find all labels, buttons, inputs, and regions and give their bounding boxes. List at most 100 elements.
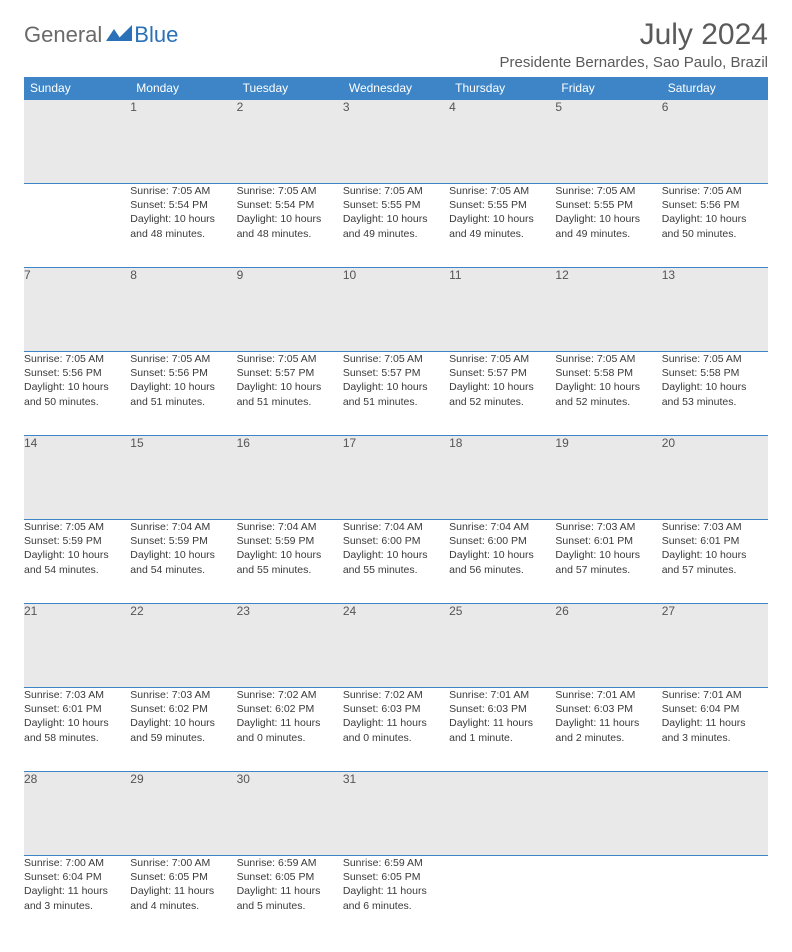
sunset-text: Sunset: 6:02 PM <box>130 702 236 716</box>
daylight1-text: Daylight: 11 hours <box>343 716 449 730</box>
day-number: 10 <box>343 268 449 352</box>
day-number: 25 <box>449 604 555 688</box>
day-number: 4 <box>449 100 555 184</box>
day-number <box>24 100 130 184</box>
logo-mark-icon <box>106 23 132 48</box>
day-cell: Sunrise: 7:05 AMSunset: 5:56 PMDaylight:… <box>130 352 236 436</box>
daylight1-text: Daylight: 11 hours <box>130 884 236 898</box>
day-number: 9 <box>237 268 343 352</box>
daylight2-text: and 1 minute. <box>449 731 555 745</box>
sunrise-text: Sunrise: 7:01 AM <box>662 688 768 702</box>
sunset-text: Sunset: 5:57 PM <box>237 366 343 380</box>
daylight2-text: and 52 minutes. <box>555 395 661 409</box>
daylight2-text: and 54 minutes. <box>24 563 130 577</box>
sunrise-text: Sunrise: 7:05 AM <box>130 184 236 198</box>
sunset-text: Sunset: 6:04 PM <box>24 870 130 884</box>
sunrise-text: Sunrise: 6:59 AM <box>237 856 343 870</box>
day-cell: Sunrise: 7:00 AMSunset: 6:05 PMDaylight:… <box>130 856 236 940</box>
daylight2-text: and 49 minutes. <box>343 227 449 241</box>
day-number <box>662 772 768 856</box>
day-cell: Sunrise: 7:05 AMSunset: 5:59 PMDaylight:… <box>24 520 130 604</box>
day-cell: Sunrise: 7:03 AMSunset: 6:01 PMDaylight:… <box>24 688 130 772</box>
sunset-text: Sunset: 5:55 PM <box>555 198 661 212</box>
day-cell: Sunrise: 7:02 AMSunset: 6:02 PMDaylight:… <box>237 688 343 772</box>
daylight1-text: Daylight: 10 hours <box>343 212 449 226</box>
day-cell: Sunrise: 7:01 AMSunset: 6:04 PMDaylight:… <box>662 688 768 772</box>
daylight2-text: and 59 minutes. <box>130 731 236 745</box>
sunset-text: Sunset: 6:01 PM <box>24 702 130 716</box>
calendar-body: 123456Sunrise: 7:05 AMSunset: 5:54 PMDay… <box>24 100 768 940</box>
day-cell <box>555 856 661 940</box>
day-cell <box>24 184 130 268</box>
daynum-row: 21222324252627 <box>24 604 768 688</box>
day-cell: Sunrise: 7:05 AMSunset: 5:58 PMDaylight:… <box>662 352 768 436</box>
day-cell: Sunrise: 7:05 AMSunset: 5:57 PMDaylight:… <box>237 352 343 436</box>
day-number: 27 <box>662 604 768 688</box>
sunrise-text: Sunrise: 7:02 AM <box>343 688 449 702</box>
daylight1-text: Daylight: 11 hours <box>449 716 555 730</box>
daylight2-text: and 50 minutes. <box>24 395 130 409</box>
sunset-text: Sunset: 5:55 PM <box>449 198 555 212</box>
daylight1-text: Daylight: 10 hours <box>343 380 449 394</box>
daylight2-text: and 58 minutes. <box>24 731 130 745</box>
day-cell: Sunrise: 6:59 AMSunset: 6:05 PMDaylight:… <box>343 856 449 940</box>
daylight1-text: Daylight: 10 hours <box>24 380 130 394</box>
day-cell: Sunrise: 7:05 AMSunset: 5:56 PMDaylight:… <box>662 184 768 268</box>
sunset-text: Sunset: 6:00 PM <box>343 534 449 548</box>
sunrise-text: Sunrise: 6:59 AM <box>343 856 449 870</box>
sunrise-text: Sunrise: 7:04 AM <box>130 520 236 534</box>
sunrise-text: Sunrise: 7:05 AM <box>343 184 449 198</box>
day-cell: Sunrise: 7:05 AMSunset: 5:55 PMDaylight:… <box>343 184 449 268</box>
sunrise-text: Sunrise: 7:05 AM <box>662 184 768 198</box>
day-number: 2 <box>237 100 343 184</box>
sunrise-text: Sunrise: 7:05 AM <box>449 184 555 198</box>
day-cell: Sunrise: 7:03 AMSunset: 6:01 PMDaylight:… <box>555 520 661 604</box>
sunrise-text: Sunrise: 7:04 AM <box>343 520 449 534</box>
sunset-text: Sunset: 5:59 PM <box>237 534 343 548</box>
day-cell: Sunrise: 6:59 AMSunset: 6:05 PMDaylight:… <box>237 856 343 940</box>
sunset-text: Sunset: 6:03 PM <box>555 702 661 716</box>
day-number: 15 <box>130 436 236 520</box>
day-cell <box>662 856 768 940</box>
daylight2-text: and 4 minutes. <box>130 899 236 913</box>
sunrise-text: Sunrise: 7:00 AM <box>24 856 130 870</box>
daylight1-text: Daylight: 10 hours <box>662 212 768 226</box>
daylight1-text: Daylight: 10 hours <box>449 380 555 394</box>
daylight2-text: and 54 minutes. <box>130 563 236 577</box>
content-row: Sunrise: 7:05 AMSunset: 5:59 PMDaylight:… <box>24 520 768 604</box>
content-row: Sunrise: 7:05 AMSunset: 5:54 PMDaylight:… <box>24 184 768 268</box>
col-friday: Friday <box>555 77 661 100</box>
sunrise-text: Sunrise: 7:05 AM <box>449 352 555 366</box>
daylight1-text: Daylight: 11 hours <box>24 884 130 898</box>
day-number <box>555 772 661 856</box>
day-cell: Sunrise: 7:04 AMSunset: 6:00 PMDaylight:… <box>343 520 449 604</box>
sunset-text: Sunset: 6:05 PM <box>343 870 449 884</box>
daylight2-text: and 49 minutes. <box>449 227 555 241</box>
sunset-text: Sunset: 6:02 PM <box>237 702 343 716</box>
sunset-text: Sunset: 6:00 PM <box>449 534 555 548</box>
calendar-header-row: Sunday Monday Tuesday Wednesday Thursday… <box>24 77 768 100</box>
sunset-text: Sunset: 5:54 PM <box>237 198 343 212</box>
sunrise-text: Sunrise: 7:05 AM <box>130 352 236 366</box>
sunset-text: Sunset: 6:03 PM <box>343 702 449 716</box>
day-cell: Sunrise: 7:04 AMSunset: 5:59 PMDaylight:… <box>237 520 343 604</box>
sunset-text: Sunset: 5:57 PM <box>449 366 555 380</box>
sunset-text: Sunset: 5:55 PM <box>343 198 449 212</box>
day-cell: Sunrise: 7:02 AMSunset: 6:03 PMDaylight:… <box>343 688 449 772</box>
day-cell: Sunrise: 7:00 AMSunset: 6:04 PMDaylight:… <box>24 856 130 940</box>
location: Presidente Bernardes, Sao Paulo, Brazil <box>500 54 768 71</box>
day-number <box>449 772 555 856</box>
daylight1-text: Daylight: 10 hours <box>449 212 555 226</box>
day-cell: Sunrise: 7:05 AMSunset: 5:58 PMDaylight:… <box>555 352 661 436</box>
sunset-text: Sunset: 6:01 PM <box>555 534 661 548</box>
day-cell: Sunrise: 7:05 AMSunset: 5:57 PMDaylight:… <box>343 352 449 436</box>
sunset-text: Sunset: 6:05 PM <box>237 870 343 884</box>
sunset-text: Sunset: 5:58 PM <box>555 366 661 380</box>
daylight2-text: and 51 minutes. <box>130 395 236 409</box>
day-number: 3 <box>343 100 449 184</box>
col-thursday: Thursday <box>449 77 555 100</box>
daylight1-text: Daylight: 10 hours <box>237 380 343 394</box>
daylight1-text: Daylight: 10 hours <box>662 380 768 394</box>
daynum-row: 28293031 <box>24 772 768 856</box>
day-cell: Sunrise: 7:04 AMSunset: 5:59 PMDaylight:… <box>130 520 236 604</box>
